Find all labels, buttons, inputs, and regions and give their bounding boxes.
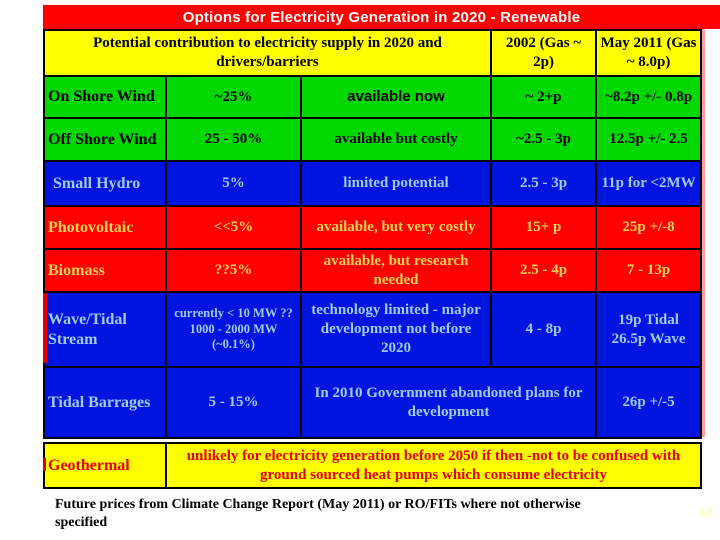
row-name: Geothermal bbox=[43, 442, 167, 489]
table-row-photovoltaic: Photovoltaic <<5% available, but very co… bbox=[43, 205, 703, 250]
row-price-2011: 25p +/-8 bbox=[595, 205, 703, 250]
row-name: Wave/Tidal Stream bbox=[43, 291, 167, 368]
table-header-row: Potential contribution to electricity su… bbox=[42, 29, 703, 77]
row-price-2002: 15+ p bbox=[490, 205, 598, 250]
row-contribution: ??5% bbox=[165, 248, 302, 293]
row-name: Photovoltaic bbox=[43, 205, 167, 250]
geothermal-row-red-accent bbox=[43, 458, 46, 471]
row-price-2011: 26p +/-5 bbox=[595, 366, 703, 439]
row-name: Small Hydro bbox=[43, 160, 167, 207]
row-price-2011: ~8.2p +/- 0.8p bbox=[595, 75, 703, 119]
row-price-2002: 4 - 8p bbox=[490, 291, 598, 368]
row-price-2011: 19p Tidal 26.5p Wave bbox=[595, 291, 703, 368]
row-price-2011: 12.5p +/- 2.5 bbox=[595, 117, 703, 162]
wave-row-red-accent bbox=[43, 293, 47, 363]
row-price-2011: 11p for <2MW bbox=[595, 160, 703, 207]
table-row-biomass: Biomass ??5% available, but research nee… bbox=[43, 248, 703, 293]
row-barriers: technology limited - major development n… bbox=[299, 291, 493, 368]
header-2011: May 2011 (Gas ~ 8.0p) bbox=[595, 29, 703, 77]
right-accent-line bbox=[702, 29, 705, 437]
footer-note: Future prices from Climate Change Report… bbox=[55, 497, 581, 531]
header-main: Potential contribution to electricity su… bbox=[42, 29, 493, 77]
renewables-table: Potential contribution to electricity su… bbox=[42, 29, 703, 439]
table-row-small-hydro: Small Hydro 5% limited potential 2.5 - 3… bbox=[43, 160, 703, 207]
row-name: Biomass bbox=[43, 248, 167, 293]
row-contribution: 5 - 15% bbox=[165, 366, 302, 439]
row-contribution: ~25% bbox=[165, 75, 302, 119]
row-contribution: currently < 10 MW ??1000 - 2000 MW (~0.1… bbox=[165, 291, 302, 368]
geothermal-table: Geothermal unlikely for electricity gene… bbox=[43, 442, 702, 489]
table-row-geothermal: Geothermal unlikely for electricity gene… bbox=[43, 442, 702, 489]
row-price-2011: 7 - 13p bbox=[595, 248, 703, 293]
slide-title: Options for Electricity Generation in 20… bbox=[182, 8, 581, 26]
table-row-tidal-barrages: Tidal Barrages 5 - 15% In 2010 Governmen… bbox=[43, 366, 703, 439]
row-name: Tidal Barrages bbox=[43, 366, 167, 439]
row-barriers: available but costly bbox=[299, 117, 493, 162]
table-row-offshore-wind: Off Shore Wind 25 - 50% available but co… bbox=[43, 117, 703, 162]
row-contribution: 5% bbox=[165, 160, 302, 207]
row-name: Off Shore Wind bbox=[43, 117, 167, 162]
row-contribution: <<5% bbox=[165, 205, 302, 250]
row-barriers: limited potential bbox=[299, 160, 493, 207]
row-barriers: available, but research needed bbox=[299, 248, 493, 293]
row-price-2002: 2.5 - 4p bbox=[490, 248, 598, 293]
row-price-2002: 2.5 - 3p bbox=[490, 160, 598, 207]
slide-number: 68 bbox=[698, 505, 713, 520]
row-barriers: In 2010 Government abandoned plans for d… bbox=[299, 366, 598, 439]
row-barriers: available now bbox=[299, 75, 493, 119]
table-row-onshore-wind: On Shore Wind ~25% available now ~ 2+p ~… bbox=[43, 75, 703, 119]
row-price-2002: ~ 2+p bbox=[490, 75, 598, 119]
row-barriers: available, but very costly bbox=[299, 205, 493, 250]
row-price-2002: ~2.5 - 3p bbox=[490, 117, 598, 162]
row-contribution: 25 - 50% bbox=[165, 117, 302, 162]
table-row-wave-tidal-stream: Wave/Tidal Stream currently < 10 MW ??10… bbox=[43, 291, 703, 368]
row-note: unlikely for electricity generation befo… bbox=[165, 442, 702, 489]
slide-title-bar: Options for Electricity Generation in 20… bbox=[43, 5, 720, 29]
row-name: On Shore Wind bbox=[43, 75, 167, 119]
header-2002: 2002 (Gas ~ 2p) bbox=[490, 29, 598, 77]
